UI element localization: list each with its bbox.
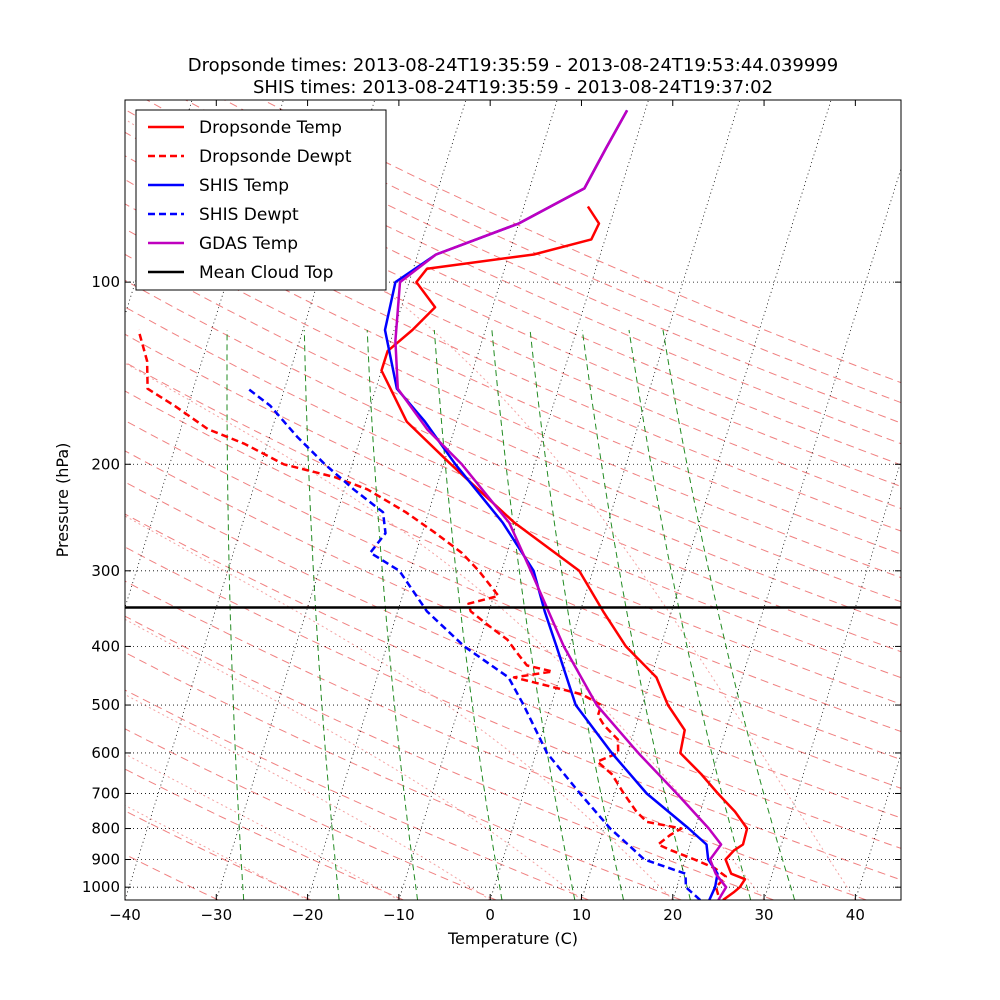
mixing-ratio-line <box>226 329 245 900</box>
dry-adiabat-line <box>125 651 682 900</box>
x-tick-label: 40 <box>846 906 865 924</box>
mixing-ratio-line <box>628 329 752 900</box>
y-tick-label: 200 <box>91 455 120 473</box>
x-tick-label: 30 <box>755 906 774 924</box>
isotherm-line <box>0 100 10 900</box>
y-axis-ticks: 100 200 300 400 500 600 700 800 900 1000 <box>82 273 901 896</box>
dry-adiabat-line <box>125 178 901 532</box>
moist-adiabat-line <box>125 693 491 900</box>
dry-adiabat-line <box>125 131 901 488</box>
mixing-ratio-line <box>433 329 503 900</box>
moist-adiabat-line <box>125 118 856 900</box>
legend-label: Mean Cloud Top <box>199 263 333 283</box>
dry-adiabat-line <box>125 689 589 900</box>
dropsonde-dewpt-line <box>137 329 728 896</box>
x-tick-label: −30 <box>200 906 232 924</box>
data-series <box>125 109 901 900</box>
dry-adiabat-line <box>125 546 901 881</box>
dry-adiabat-line <box>125 768 404 900</box>
x-tick-label: 10 <box>572 906 591 924</box>
dry-adiabat-line <box>125 728 497 900</box>
moist-adiabat-line <box>125 362 765 900</box>
y-tick-label: 900 <box>91 850 120 868</box>
dropsonde-temp-line <box>380 205 749 900</box>
dry-adiabat-line <box>125 615 774 900</box>
y-tick-label: 1000 <box>82 878 120 896</box>
dry-adiabat-line <box>125 390 901 733</box>
mixing-ratio-line <box>303 329 340 900</box>
shis-temp-line <box>383 109 719 900</box>
y-tick-label: 700 <box>91 784 120 802</box>
x-tick-label: 0 <box>485 906 495 924</box>
mixing-ratio-line <box>581 329 691 900</box>
isotherm-line <box>0 100 101 900</box>
legend-label: Dropsonde Dewpt <box>199 147 352 167</box>
x-tick-label: −20 <box>292 906 324 924</box>
gdas-temp-line <box>394 109 728 900</box>
legend-box <box>135 109 387 291</box>
x-axis-ticks: −40 −30 −20 −10 0 10 20 30 40 <box>109 100 865 924</box>
y-tick-label: 500 <box>91 696 120 714</box>
legend: Dropsonde Temp Dropsonde Dewpt SHIS Temp SH… <box>135 109 387 291</box>
y-tick-label: 100 <box>91 273 120 291</box>
dry-adiabat-line <box>125 580 867 900</box>
mixing-ratio-line <box>366 329 419 900</box>
dry-adiabat-line <box>125 450 901 789</box>
isotherm-line <box>763 459 901 900</box>
dry-adiabat-line <box>125 155 901 510</box>
dry-adiabat-line <box>125 420 901 761</box>
dry-adiabat-line <box>125 481 901 819</box>
isotherm-line <box>947 100 1000 900</box>
y-tick-label: 400 <box>91 637 120 655</box>
y-axis-label: Pressure (hPa) <box>53 443 72 558</box>
x-tick-label: −40 <box>109 906 141 924</box>
y-tick-label: 600 <box>91 744 120 762</box>
x-tick-label: −10 <box>383 906 415 924</box>
legend-label: GDAS Temp <box>199 234 298 254</box>
legend-label: SHIS Temp <box>199 176 289 196</box>
dry-adiabat-line <box>125 333 901 679</box>
mixing-ratio-line <box>662 329 796 900</box>
legend-label: Dropsonde Temp <box>199 118 342 138</box>
plot-frame <box>124 99 902 901</box>
y-tick-label: 800 <box>91 820 120 838</box>
x-axis-label: Temperature (C) <box>447 929 578 948</box>
shis-dewpt-line <box>247 387 702 900</box>
mixing-ratio-line <box>491 329 576 900</box>
x-tick-label: 20 <box>663 906 682 924</box>
mixing-ratio-line <box>529 329 624 900</box>
chart-title-line-1: Dropsonde times: 2013-08-24T19:35:59 - 2… <box>188 55 838 76</box>
y-tick-label: 300 <box>91 562 120 580</box>
dry-adiabat-line <box>125 228 901 579</box>
background-reference-lines <box>125 100 901 900</box>
chart-title-line-2: SHIS times: 2013-08-24T19:35:59 - 2013-0… <box>253 77 773 98</box>
dry-adiabat-line <box>125 279 901 627</box>
moist-adiabat-line <box>125 618 582 900</box>
moist-adiabat-line <box>125 515 674 900</box>
legend-label: SHIS Dewpt <box>199 205 299 225</box>
dry-adiabat-line <box>125 810 312 900</box>
